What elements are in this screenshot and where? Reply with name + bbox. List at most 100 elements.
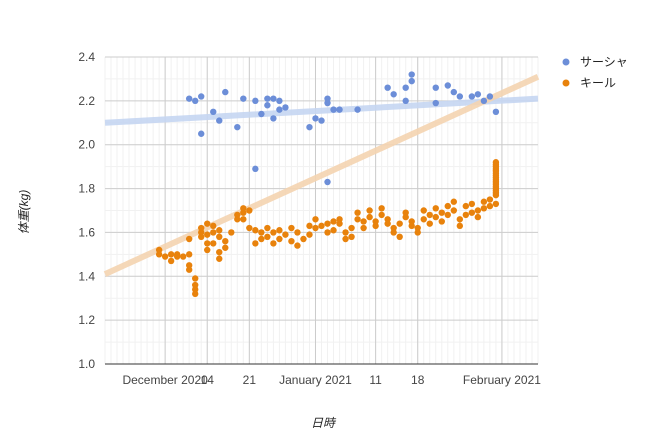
data-point bbox=[258, 229, 265, 236]
data-point bbox=[192, 290, 199, 298]
data-point bbox=[324, 220, 331, 227]
data-point bbox=[240, 216, 247, 223]
data-point bbox=[276, 106, 283, 113]
trendline-layer bbox=[103, 74, 540, 277]
data-point bbox=[282, 231, 289, 238]
data-point bbox=[486, 93, 494, 100]
data-point bbox=[342, 235, 349, 243]
data-point bbox=[198, 224, 205, 232]
data-point bbox=[486, 196, 494, 203]
data-point bbox=[258, 110, 265, 118]
data-point bbox=[270, 115, 277, 122]
data-point bbox=[342, 229, 349, 236]
data-point bbox=[264, 224, 271, 232]
data-point bbox=[336, 216, 343, 223]
data-point bbox=[456, 222, 464, 230]
data-point bbox=[258, 235, 265, 243]
data-point bbox=[288, 224, 295, 232]
trendline bbox=[104, 95, 539, 126]
data-point bbox=[306, 222, 313, 230]
data-point bbox=[492, 178, 500, 186]
data-point bbox=[492, 174, 500, 181]
legend-marker bbox=[562, 79, 570, 87]
data-point bbox=[462, 211, 470, 219]
data-point bbox=[198, 233, 205, 241]
data-point bbox=[282, 104, 289, 111]
data-point bbox=[234, 216, 241, 223]
data-point bbox=[294, 242, 301, 249]
data-point bbox=[348, 224, 355, 232]
data-point bbox=[402, 97, 409, 105]
data-point bbox=[216, 255, 223, 262]
data-point bbox=[198, 130, 205, 137]
data-point bbox=[396, 220, 403, 227]
data-point bbox=[264, 233, 271, 241]
data-point bbox=[432, 205, 439, 212]
data-point bbox=[252, 97, 259, 105]
data-point bbox=[210, 108, 217, 116]
data-point bbox=[252, 165, 259, 173]
legend-label: サーシャ bbox=[580, 55, 628, 69]
data-point bbox=[492, 170, 500, 177]
data-point bbox=[167, 257, 175, 265]
data-point bbox=[252, 227, 259, 234]
data-point bbox=[450, 207, 458, 214]
data-point bbox=[468, 209, 476, 216]
data-point bbox=[396, 233, 403, 241]
data-point bbox=[474, 207, 482, 214]
data-point bbox=[444, 202, 451, 210]
data-point bbox=[179, 253, 187, 260]
data-point bbox=[198, 93, 205, 100]
data-point bbox=[270, 240, 277, 247]
data-point bbox=[390, 229, 397, 236]
y-tick-label: 1.4 bbox=[78, 269, 95, 283]
data-point bbox=[210, 229, 217, 236]
data-point bbox=[336, 106, 343, 113]
data-point bbox=[468, 93, 476, 100]
legend-marker bbox=[562, 58, 570, 66]
data-point bbox=[426, 211, 433, 219]
data-point bbox=[354, 209, 361, 216]
data-point bbox=[312, 216, 319, 223]
data-point bbox=[456, 216, 464, 223]
data-point bbox=[264, 102, 271, 109]
data-point bbox=[288, 238, 295, 245]
data-point bbox=[462, 202, 470, 210]
data-point bbox=[185, 266, 193, 273]
data-point bbox=[378, 211, 385, 219]
data-point bbox=[210, 222, 217, 230]
data-point bbox=[432, 213, 439, 221]
data-point bbox=[402, 84, 409, 91]
data-point bbox=[240, 205, 247, 212]
data-point bbox=[390, 91, 397, 98]
data-point bbox=[161, 253, 169, 260]
data-point bbox=[414, 229, 421, 236]
data-point bbox=[222, 238, 229, 245]
data-point bbox=[432, 99, 439, 107]
data-point bbox=[216, 227, 223, 234]
data-point bbox=[204, 231, 211, 238]
data-point bbox=[312, 115, 319, 122]
data-point bbox=[318, 222, 325, 230]
data-point bbox=[378, 205, 385, 212]
data-point bbox=[204, 220, 211, 227]
data-point bbox=[474, 91, 482, 98]
data-point bbox=[402, 213, 409, 221]
data-point bbox=[450, 198, 458, 205]
trendline bbox=[103, 74, 540, 277]
data-point bbox=[306, 123, 313, 131]
x-tick-label: February 2021 bbox=[463, 373, 541, 387]
x-tick-label: January 2021 bbox=[279, 373, 352, 387]
data-point bbox=[216, 117, 223, 124]
data-point bbox=[228, 229, 235, 236]
data-point bbox=[306, 231, 313, 238]
data-point bbox=[246, 224, 253, 232]
data-point bbox=[173, 253, 181, 260]
data-point bbox=[408, 77, 415, 85]
data-point bbox=[408, 222, 415, 230]
data-point bbox=[444, 82, 451, 89]
